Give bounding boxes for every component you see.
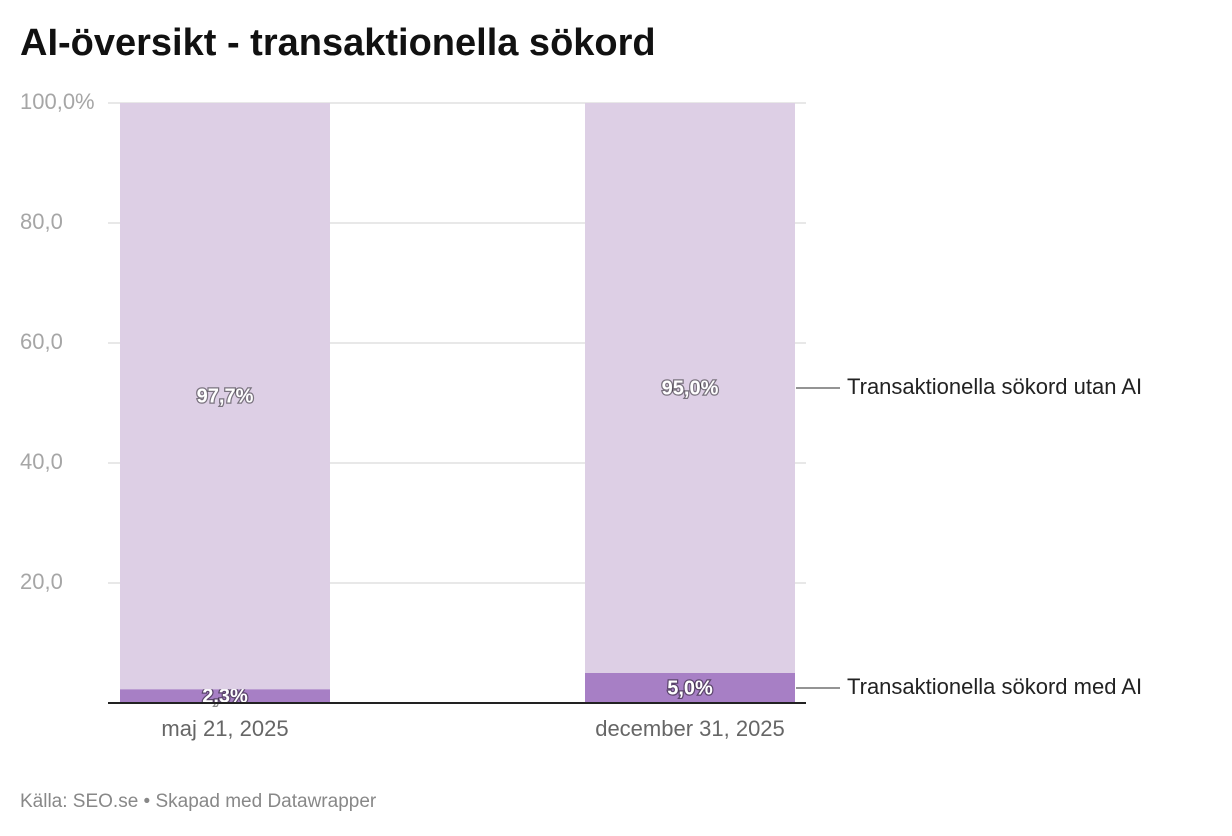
x-tick-label: maj 21, 2025 xyxy=(161,716,288,741)
y-tick-label: 40,0 xyxy=(20,449,63,474)
chart-title: AI-översikt - transaktionella sökord xyxy=(20,22,656,64)
value-label: 5,0% xyxy=(667,677,713,699)
legend-label: Transaktionella sökord med AI xyxy=(847,674,1142,699)
y-tick-label: 100,0% xyxy=(20,89,95,114)
x-tick-label: december 31, 2025 xyxy=(595,716,785,741)
bar-segment xyxy=(585,103,795,673)
legend-label: Transaktionella sökord utan AI xyxy=(847,374,1142,399)
bar-segment xyxy=(120,689,330,703)
bar-segment xyxy=(120,103,330,690)
source: Källa: SEO.se • Skapad med Datawrapper xyxy=(20,791,377,812)
y-tick-label: 20,0 xyxy=(20,569,63,594)
value-label: 97,7% xyxy=(197,385,254,407)
y-tick-label: 60,0 xyxy=(20,329,63,354)
y-tick-label: 80,0 xyxy=(20,209,63,234)
bar-segment xyxy=(585,673,795,703)
value-label: 95,0% xyxy=(662,377,719,399)
